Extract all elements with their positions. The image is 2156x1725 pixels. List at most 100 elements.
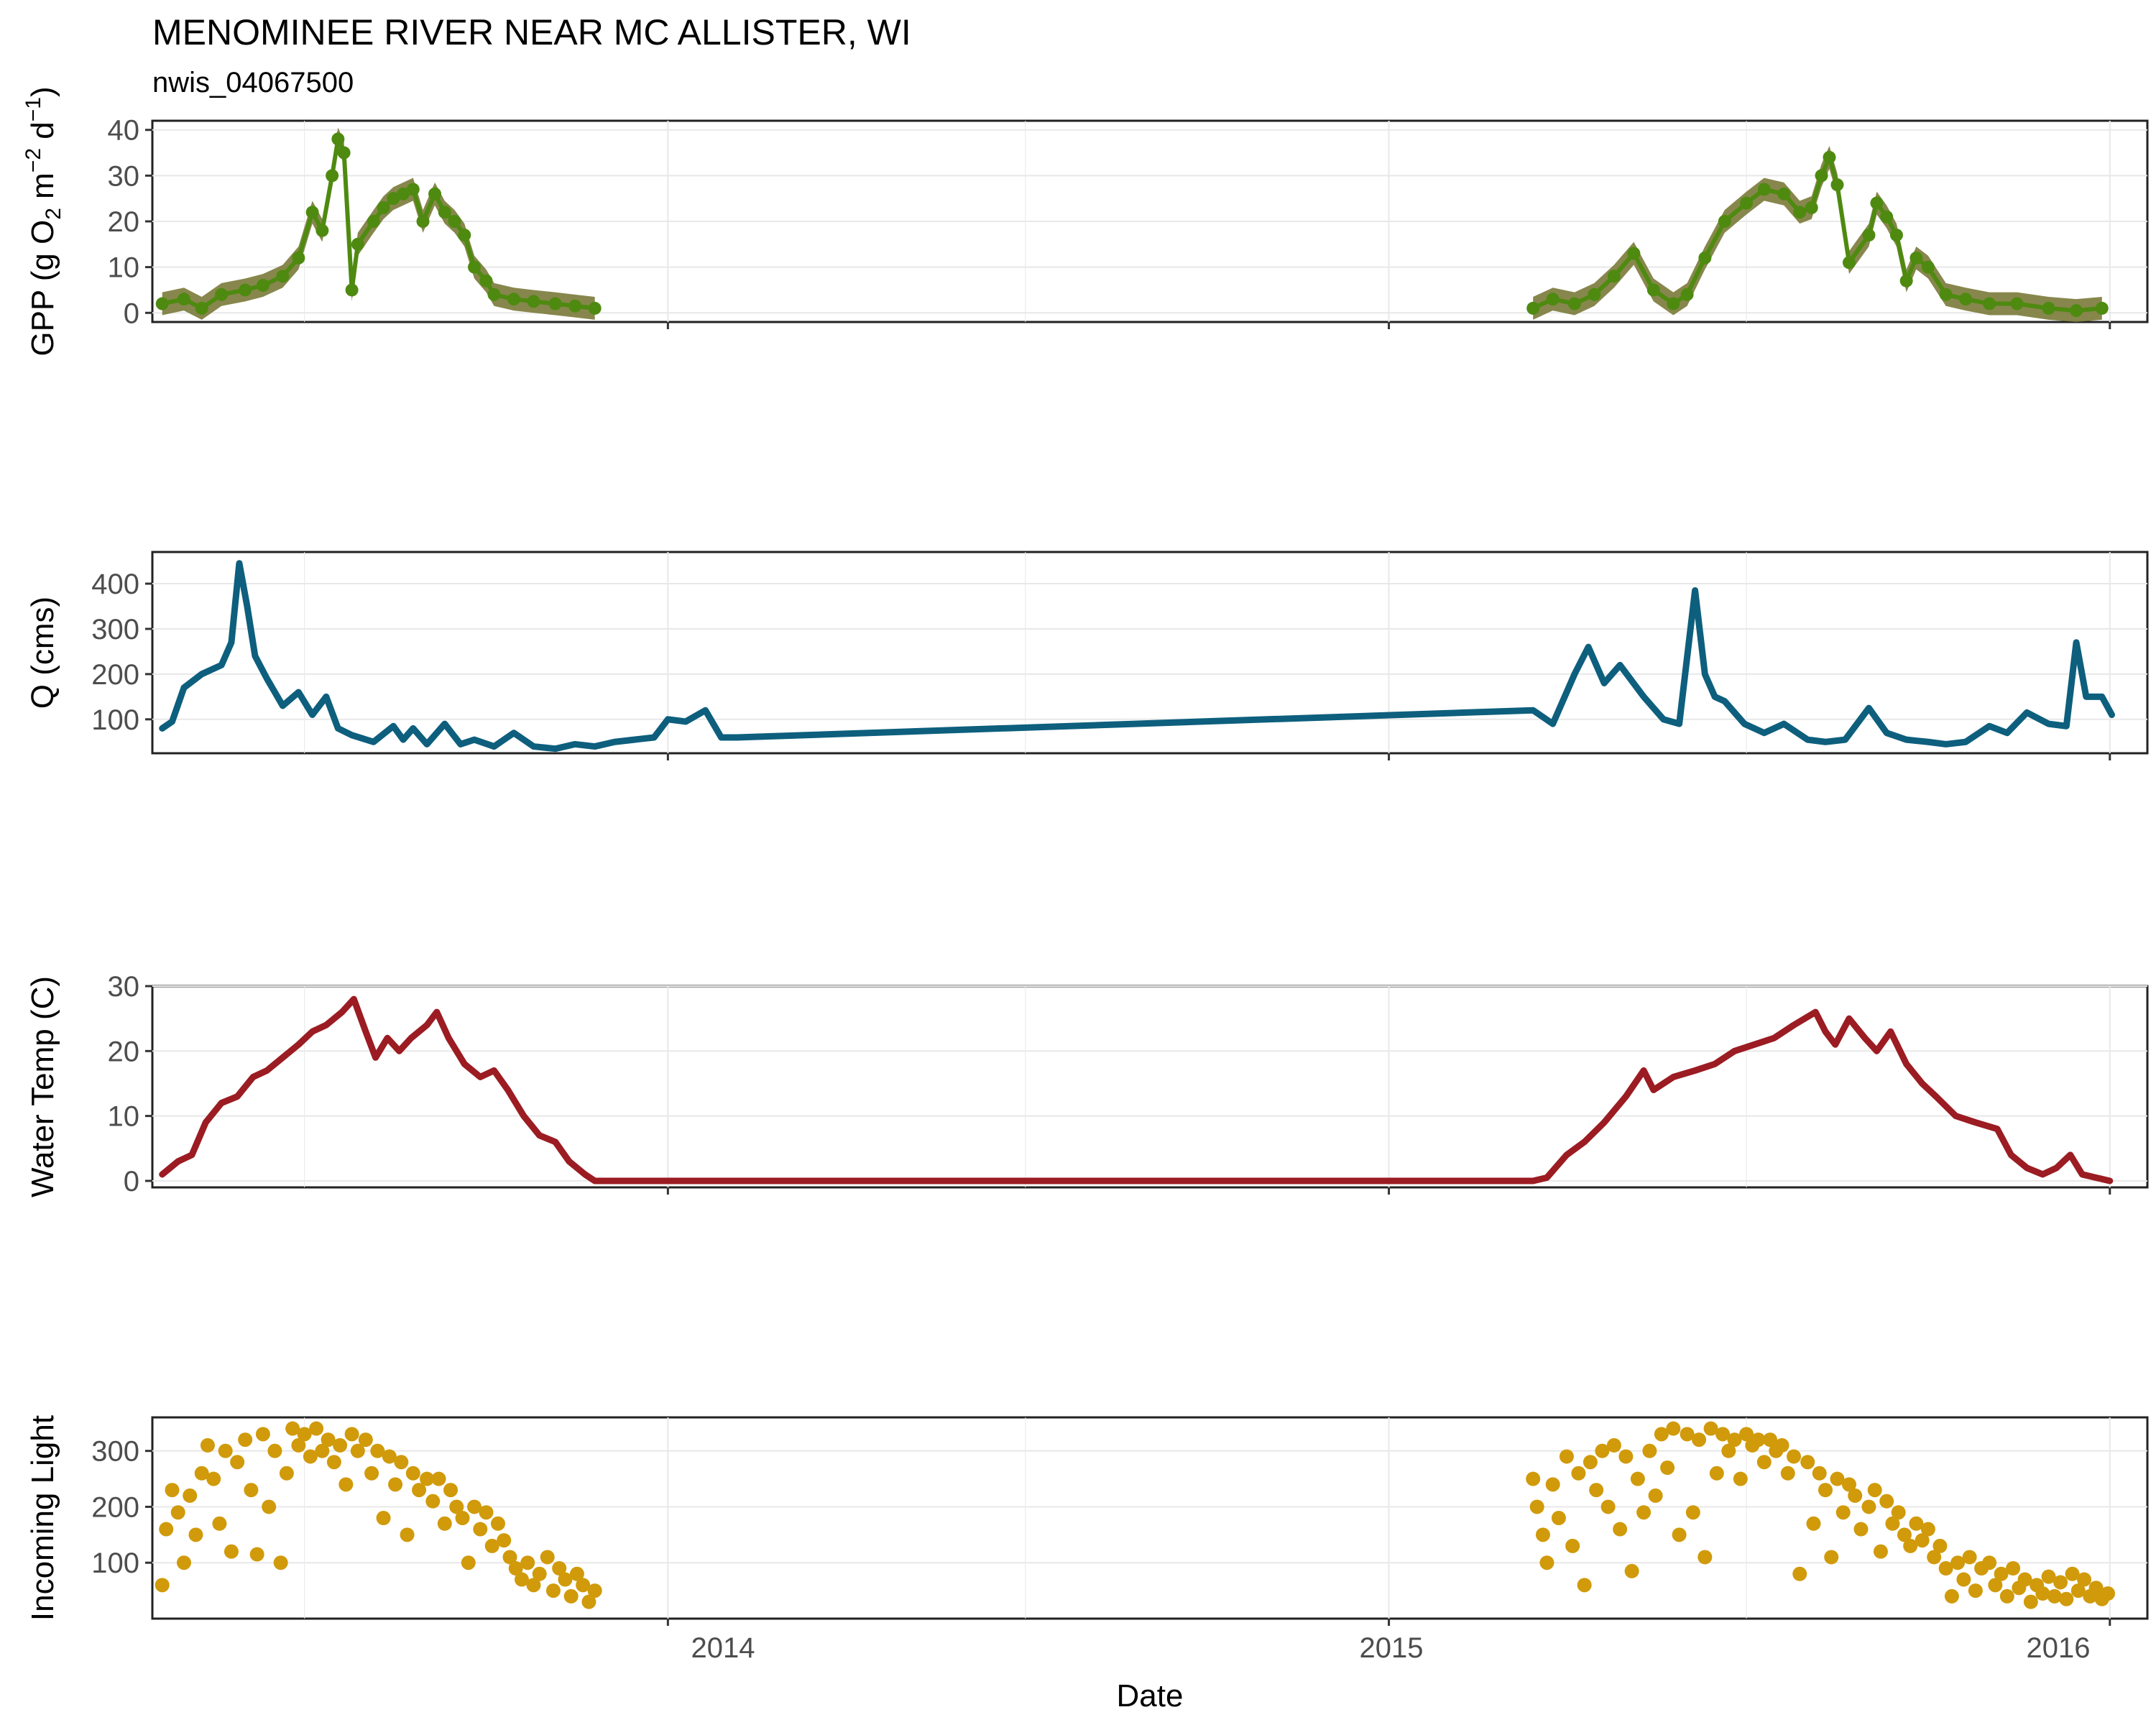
light-point xyxy=(552,1561,567,1576)
light-point xyxy=(569,1566,584,1581)
light-point xyxy=(467,1499,482,1514)
light-point xyxy=(1756,1455,1772,1470)
gpp-point xyxy=(458,229,471,242)
discharge-grid xyxy=(152,552,2147,753)
gpp-point xyxy=(1777,187,1791,201)
gpp-point xyxy=(1842,256,1856,270)
light-point xyxy=(587,1583,602,1598)
light-point xyxy=(2088,1581,2104,1596)
water-temp-marks xyxy=(159,995,2114,1184)
light-point xyxy=(1806,1516,1821,1531)
light-point xyxy=(532,1566,547,1581)
light-point xyxy=(1703,1421,1718,1436)
light-point xyxy=(1739,1427,1754,1442)
gpp-point xyxy=(337,146,351,160)
light-point xyxy=(405,1466,420,1481)
light-point xyxy=(1780,1466,1795,1481)
light-point xyxy=(273,1555,288,1570)
gpp-point xyxy=(1646,283,1660,297)
y-tick-label: 300 xyxy=(91,1436,139,1468)
y-tick-label: 30 xyxy=(108,160,140,192)
gpp-point xyxy=(1667,297,1680,310)
gpp-point xyxy=(155,297,169,310)
light-point xyxy=(165,1483,180,1498)
y-tick-label: 10 xyxy=(108,1101,140,1133)
light-point xyxy=(1618,1449,1634,1464)
light-point xyxy=(1932,1538,1948,1553)
light-point xyxy=(1630,1471,1645,1486)
gpp-point xyxy=(331,132,345,146)
gpp-panel: 0 10 20 30 40 GPP (g O2 m−2 d−1) xyxy=(22,86,2149,356)
water-temp-panel: 0 10 20 30 Water Temp (C) xyxy=(25,971,2149,1197)
light-point xyxy=(449,1499,464,1514)
light-point xyxy=(2065,1566,2080,1581)
light-point xyxy=(1994,1566,2009,1581)
light-point xyxy=(455,1511,470,1525)
light-point xyxy=(1774,1438,1789,1453)
gpp-point xyxy=(2095,301,2109,315)
light-point xyxy=(443,1483,459,1498)
light-point xyxy=(1595,1443,1610,1458)
gpp-point xyxy=(1815,169,1828,183)
light-point xyxy=(581,1594,596,1609)
light-point xyxy=(1800,1455,1815,1470)
light-point xyxy=(358,1432,373,1448)
light-point xyxy=(1624,1563,1639,1578)
light-point xyxy=(2017,1572,2032,1587)
gpp-point xyxy=(1793,206,1807,219)
light-point xyxy=(1897,1527,1912,1542)
light-point xyxy=(412,1483,427,1498)
gpp-point xyxy=(1939,288,1953,301)
light-point xyxy=(249,1547,264,1562)
gpp-point xyxy=(1627,247,1641,260)
gpp-point xyxy=(1823,150,1836,164)
gpp-point xyxy=(1546,293,1560,306)
gpp-point xyxy=(215,288,229,301)
light-point xyxy=(350,1443,365,1458)
light-point xyxy=(1818,1483,1833,1498)
light-point xyxy=(1589,1483,1604,1498)
light-point xyxy=(364,1466,379,1481)
light-point xyxy=(514,1572,529,1587)
light-point xyxy=(1654,1427,1669,1442)
light-point xyxy=(267,1443,282,1458)
light-point xyxy=(1539,1555,1554,1570)
light-point xyxy=(291,1438,306,1453)
light-point xyxy=(508,1561,523,1576)
x-axis-title: Date xyxy=(1117,1678,1184,1714)
y-tick-label: 20 xyxy=(108,1036,140,1067)
light-point xyxy=(1600,1499,1616,1514)
light-point xyxy=(333,1438,348,1453)
gpp-point xyxy=(292,251,305,264)
discharge-y-axis-title: Q (cms) xyxy=(25,597,60,709)
light-point xyxy=(2023,1594,2038,1609)
x-tick-label-2016: 2016 xyxy=(2027,1632,2091,1664)
gpp-point xyxy=(1880,210,1894,224)
gpp-point xyxy=(1921,260,1935,274)
light-point xyxy=(1867,1483,1882,1498)
light-point xyxy=(1873,1544,1888,1559)
gpp-point xyxy=(588,301,602,315)
light-point xyxy=(255,1427,270,1442)
light-point xyxy=(1787,1449,1802,1464)
gpp-point xyxy=(1899,274,1913,288)
y-tick-label: 200 xyxy=(91,1491,139,1523)
light-point xyxy=(2041,1569,2056,1584)
light-point xyxy=(1545,1477,1560,1492)
light-point xyxy=(1559,1449,1574,1464)
y-tick-label: 400 xyxy=(91,569,139,600)
light-panel: 100 200 300 Incoming Light xyxy=(25,1415,2149,1626)
light-point xyxy=(1962,1550,1977,1565)
light-point xyxy=(1944,1588,1959,1604)
light-point xyxy=(502,1550,517,1565)
light-point xyxy=(1920,1522,1935,1537)
light-point xyxy=(1792,1566,1807,1581)
light-point xyxy=(394,1455,409,1470)
light-point xyxy=(212,1516,227,1531)
light-point xyxy=(576,1578,591,1593)
light-point xyxy=(344,1427,359,1442)
light-point xyxy=(155,1578,170,1593)
light-point xyxy=(297,1427,312,1442)
